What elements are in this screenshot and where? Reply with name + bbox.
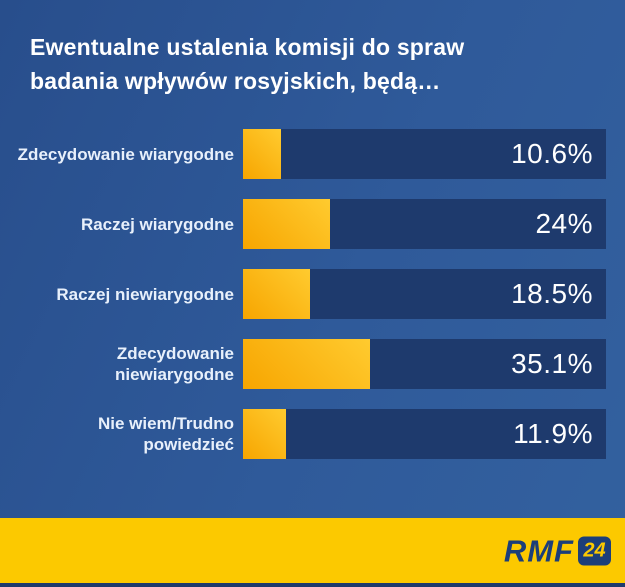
value-label: 35.1%	[511, 348, 593, 379]
bar-fill	[243, 129, 282, 179]
bar-track: 18.5%	[243, 269, 606, 319]
value-label: 11.9%	[513, 418, 593, 449]
brand-24-badge: 24	[578, 536, 611, 565]
bar-track: 10.6%	[243, 129, 606, 179]
value-label: 24%	[535, 208, 593, 239]
bar-fill	[243, 199, 331, 249]
rmf24-logo: RMF 24	[504, 535, 611, 566]
chart-row: Zdecydowanie wiarygodne 10.6%	[0, 129, 606, 179]
chart-row: Nie wiem/Trudno powiedzieć 11.9%	[0, 409, 606, 459]
chart-title: Ewentualne ustalenia komisji do spraw ba…	[30, 34, 465, 94]
brand-rmf-text: RMF	[503, 533, 574, 568]
chart-row: Zdecydowanie niewiarygodne 35.1%	[0, 339, 606, 389]
bottom-edge-stripe	[0, 583, 625, 587]
category-label: Zdecydowanie wiarygodne	[17, 144, 234, 164]
category-label: Raczej wiarygodne	[80, 214, 234, 234]
category-label: Nie wiem/Trudno powiedzieć	[97, 414, 234, 454]
value-label: 10.6%	[511, 138, 593, 169]
bar-fill	[243, 269, 311, 319]
bar-fill	[243, 409, 287, 459]
category-label: Raczej niewiarygodne	[56, 284, 234, 304]
bar-track: 11.9%	[243, 409, 606, 459]
value-label: 18.5%	[511, 278, 593, 309]
bar-chart: Zdecydowanie wiarygodne 10.6% Raczej wiary…	[0, 129, 606, 459]
bar-track: 24%	[243, 199, 606, 249]
bar-track: 35.1%	[243, 339, 606, 389]
footer-strip: RMF 24	[0, 518, 625, 583]
chart-row: Raczej niewiarygodne 18.5%	[0, 269, 606, 319]
chart-row: Raczej wiarygodne 24%	[0, 199, 606, 249]
bar-fill	[243, 339, 371, 389]
category-label: Zdecydowanie niewiarygodne	[114, 344, 234, 384]
